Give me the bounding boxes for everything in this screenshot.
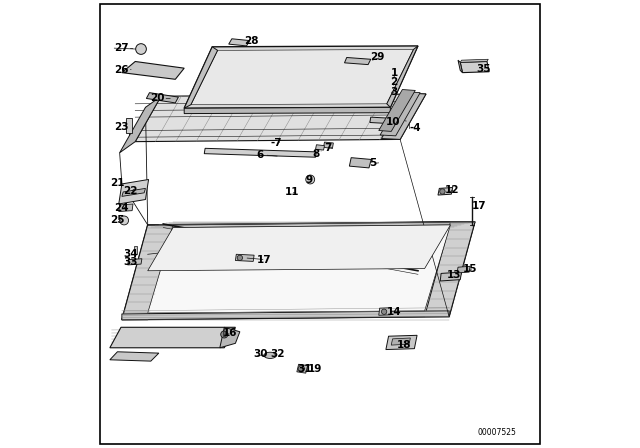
Polygon shape	[119, 204, 133, 211]
Polygon shape	[349, 158, 371, 168]
Polygon shape	[127, 259, 142, 265]
Polygon shape	[440, 272, 461, 281]
Polygon shape	[424, 222, 475, 317]
Polygon shape	[438, 188, 452, 195]
Polygon shape	[148, 222, 475, 225]
Circle shape	[381, 309, 387, 314]
Polygon shape	[379, 308, 391, 315]
Text: 28: 28	[244, 36, 259, 47]
Circle shape	[221, 331, 228, 338]
Text: 3: 3	[390, 87, 397, 97]
Polygon shape	[379, 90, 415, 131]
Text: 8: 8	[312, 149, 319, 159]
Text: 9: 9	[306, 175, 313, 185]
Polygon shape	[220, 327, 240, 348]
Polygon shape	[228, 39, 250, 46]
Text: 26: 26	[115, 65, 129, 74]
Text: 17: 17	[257, 254, 271, 265]
Polygon shape	[110, 327, 236, 348]
Text: 7: 7	[324, 143, 332, 153]
Text: 22: 22	[124, 185, 138, 196]
Bar	[126, 118, 132, 133]
Text: 15: 15	[463, 264, 477, 275]
Text: 5: 5	[369, 158, 376, 168]
Text: 11: 11	[284, 187, 299, 197]
Text: 19: 19	[308, 364, 322, 374]
Polygon shape	[370, 117, 387, 123]
Polygon shape	[119, 180, 148, 204]
Text: 29: 29	[370, 52, 384, 62]
Bar	[223, 331, 225, 336]
Circle shape	[440, 189, 445, 194]
Circle shape	[298, 366, 305, 372]
Polygon shape	[122, 188, 145, 196]
Text: 30: 30	[253, 349, 268, 359]
Polygon shape	[110, 352, 159, 361]
Polygon shape	[122, 311, 449, 320]
Polygon shape	[184, 108, 390, 114]
Polygon shape	[381, 93, 426, 139]
Polygon shape	[460, 61, 489, 73]
Text: 18: 18	[397, 340, 411, 350]
Text: -7: -7	[270, 138, 282, 148]
Text: 27: 27	[115, 43, 129, 53]
Circle shape	[306, 175, 315, 184]
Text: 10: 10	[386, 116, 401, 127]
Polygon shape	[324, 142, 333, 148]
Polygon shape	[297, 364, 308, 373]
Text: 1: 1	[390, 68, 397, 78]
Text: 00007525: 00007525	[477, 428, 516, 437]
Text: 31: 31	[297, 364, 311, 374]
Polygon shape	[122, 61, 184, 79]
Polygon shape	[184, 46, 418, 108]
Text: 6: 6	[257, 150, 264, 160]
Polygon shape	[386, 335, 417, 349]
Circle shape	[120, 216, 129, 225]
Polygon shape	[316, 145, 324, 150]
Polygon shape	[380, 92, 420, 136]
Text: 14: 14	[387, 307, 401, 317]
Circle shape	[237, 255, 243, 260]
Polygon shape	[148, 225, 451, 271]
Text: -4: -4	[409, 123, 420, 133]
Text: 23: 23	[115, 122, 129, 132]
Text: 25: 25	[110, 215, 124, 224]
Polygon shape	[458, 60, 463, 73]
Polygon shape	[147, 93, 179, 103]
Polygon shape	[457, 266, 470, 273]
Text: 17: 17	[472, 201, 486, 211]
Text: 2: 2	[390, 78, 397, 87]
Bar	[134, 246, 138, 254]
Polygon shape	[122, 225, 173, 320]
Polygon shape	[135, 94, 426, 142]
Polygon shape	[148, 225, 451, 313]
Polygon shape	[236, 254, 254, 261]
Text: 12: 12	[445, 185, 459, 195]
Ellipse shape	[264, 352, 276, 358]
Text: 32: 32	[270, 349, 285, 359]
Polygon shape	[191, 49, 413, 105]
Polygon shape	[391, 338, 410, 345]
Text: 34: 34	[124, 249, 138, 259]
Polygon shape	[204, 148, 316, 157]
Text: 35: 35	[477, 64, 492, 74]
Text: 33: 33	[124, 257, 138, 267]
Polygon shape	[344, 57, 371, 65]
Polygon shape	[387, 46, 418, 108]
Text: 13: 13	[447, 270, 461, 280]
Polygon shape	[120, 96, 161, 153]
Text: 21: 21	[110, 178, 124, 188]
Text: 20: 20	[150, 94, 164, 103]
Polygon shape	[122, 222, 475, 320]
Polygon shape	[460, 59, 488, 62]
Polygon shape	[184, 47, 218, 108]
Text: 16: 16	[223, 328, 237, 338]
Circle shape	[136, 44, 147, 54]
Text: 24: 24	[115, 203, 129, 213]
